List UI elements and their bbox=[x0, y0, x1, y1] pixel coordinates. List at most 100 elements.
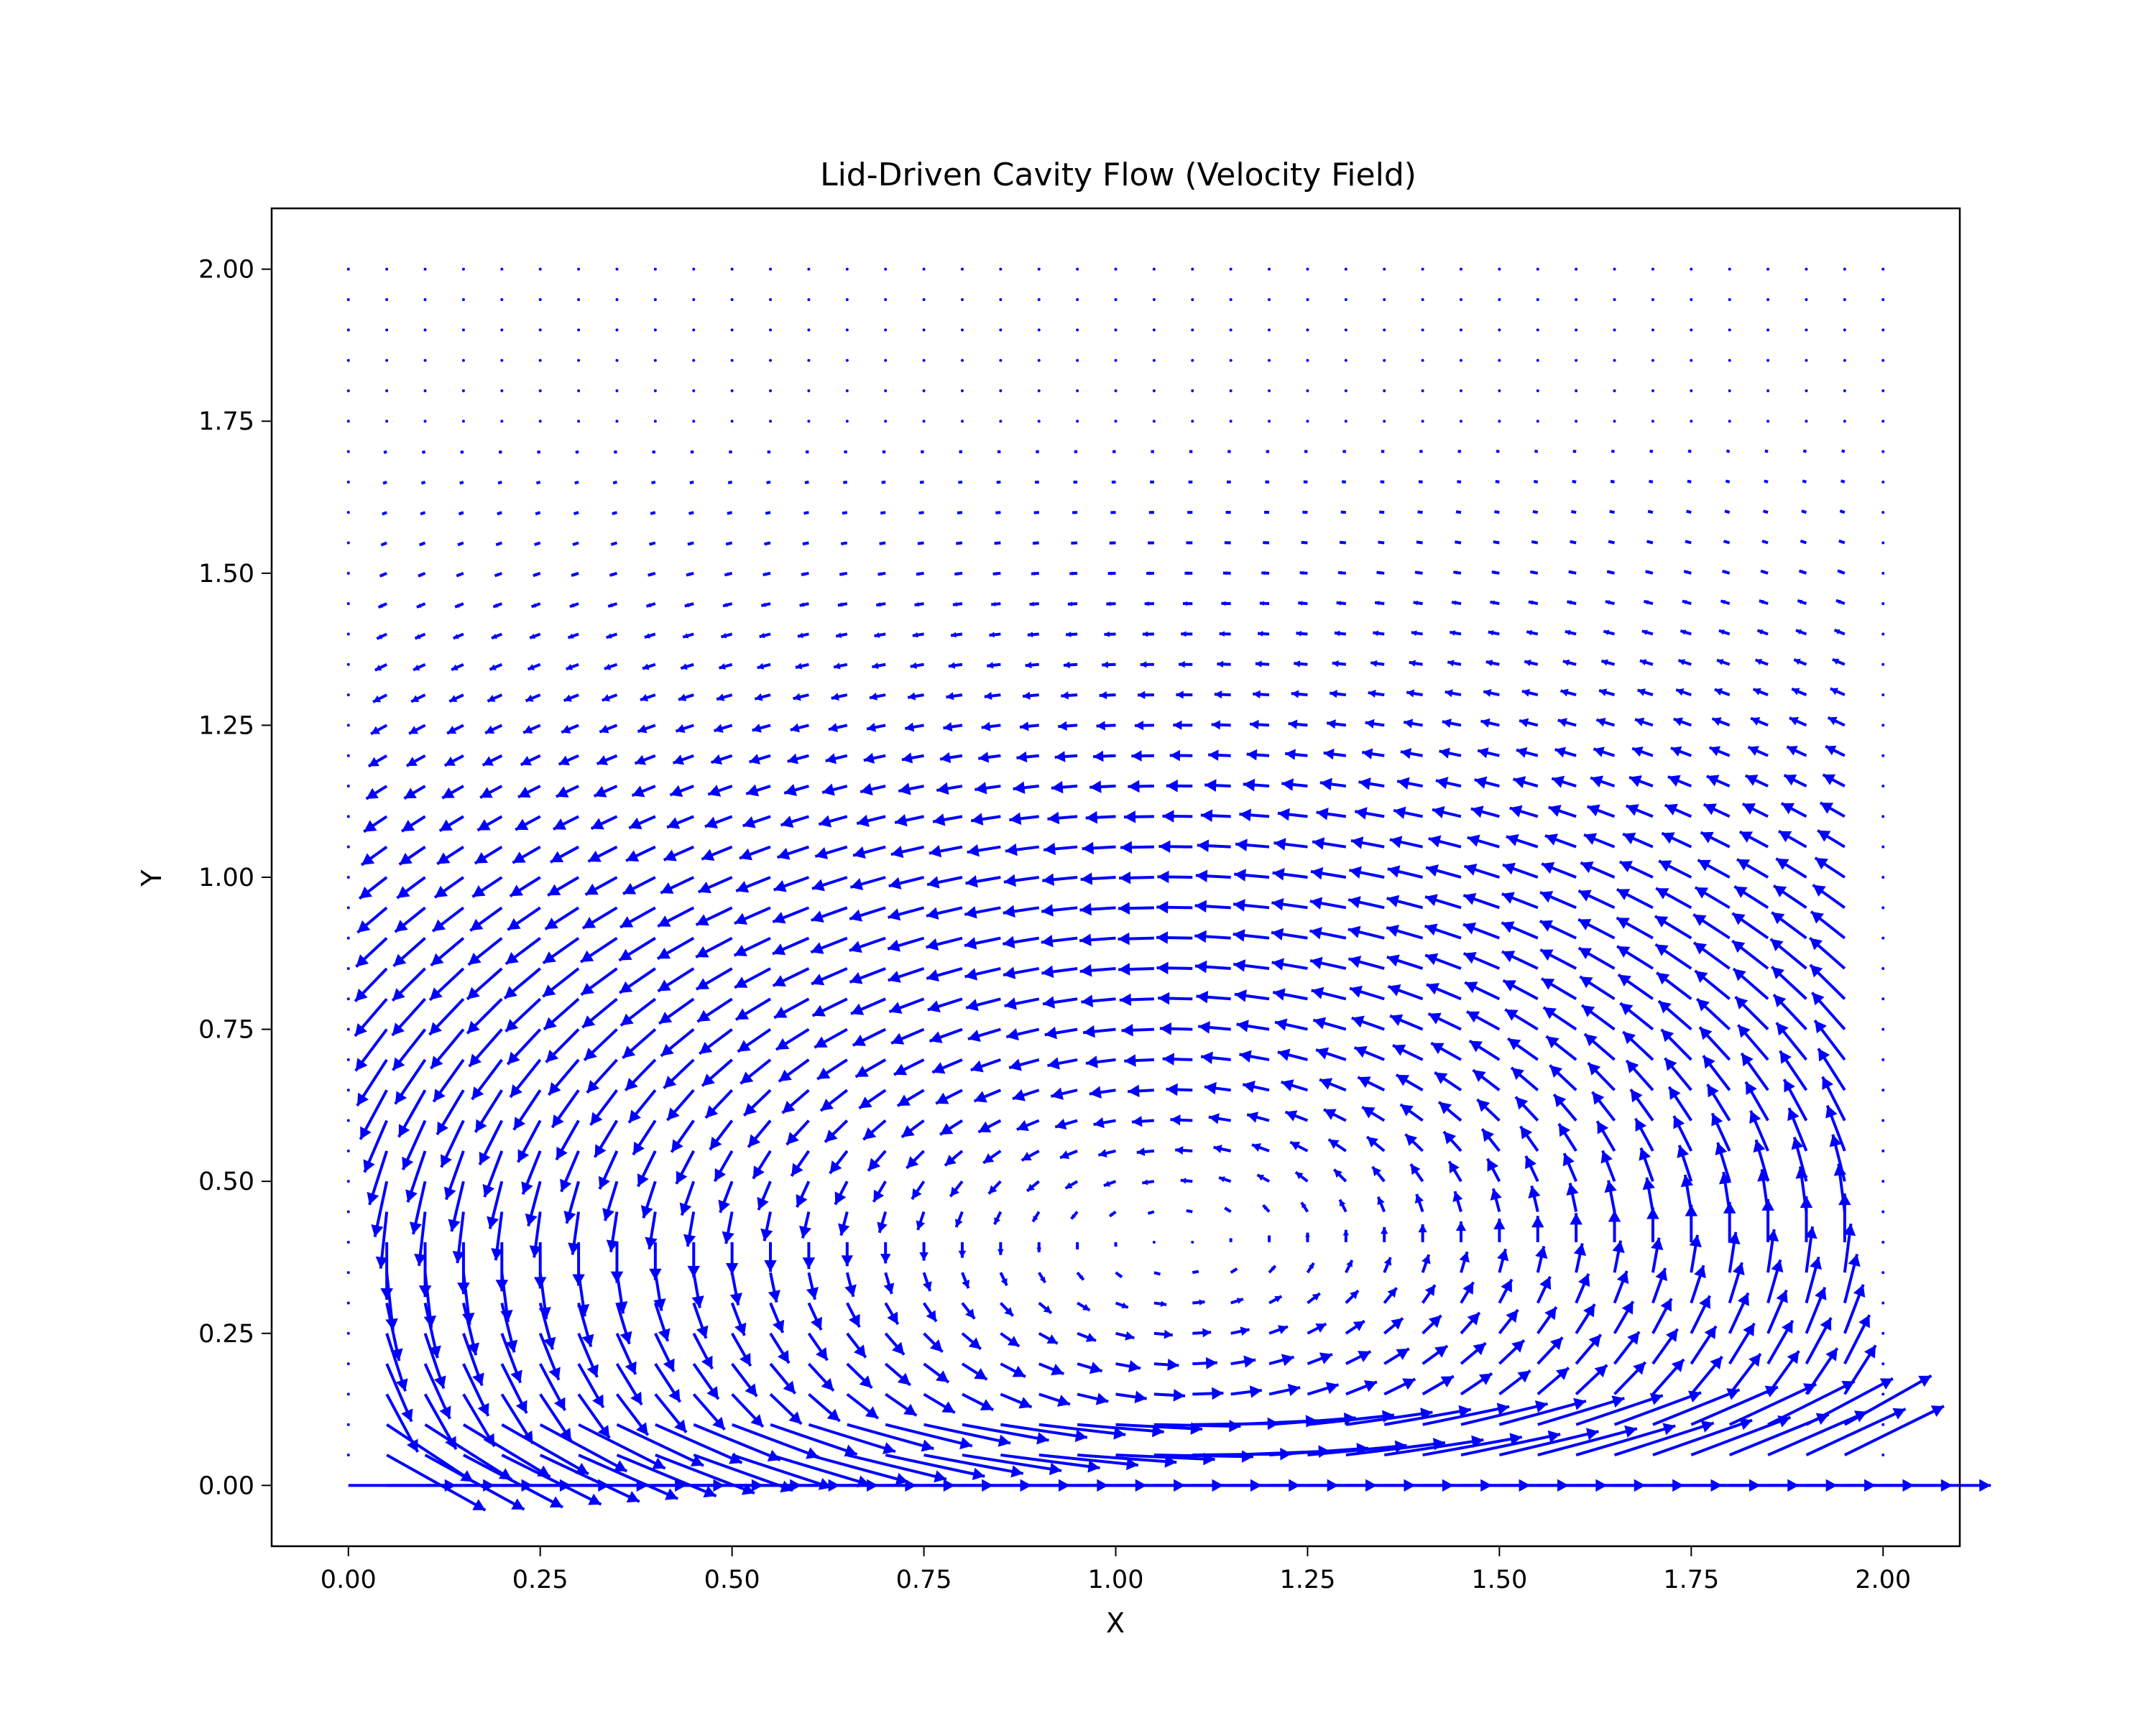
velocity-arrow bbox=[1351, 836, 1384, 849]
velocity-arrow bbox=[1815, 858, 1845, 877]
velocity-arrow bbox=[1404, 719, 1422, 728]
velocity-arrow bbox=[1774, 886, 1806, 908]
velocity-arrow bbox=[1196, 869, 1231, 882]
velocity-arrow bbox=[382, 512, 387, 514]
x-tick-label: 0.75 bbox=[896, 1566, 952, 1594]
velocity-arrow bbox=[1730, 1354, 1761, 1394]
velocity-arrow bbox=[1620, 1003, 1652, 1029]
velocity-arrow bbox=[916, 1212, 926, 1230]
velocity-arrow bbox=[1143, 632, 1154, 637]
velocity-arrow bbox=[460, 482, 464, 484]
velocity-arrow bbox=[1449, 1161, 1461, 1181]
velocity-arrow bbox=[407, 756, 425, 766]
velocity-arrow bbox=[1656, 888, 1691, 907]
velocity-arrow bbox=[1306, 328, 1309, 331]
velocity-arrow bbox=[796, 1181, 809, 1207]
velocity-arrow bbox=[1447, 660, 1461, 666]
velocity-arrow bbox=[1524, 660, 1537, 666]
velocity-arrow bbox=[1828, 717, 1845, 726]
velocity-arrow bbox=[1110, 512, 1115, 514]
velocity-arrow bbox=[1740, 831, 1768, 846]
velocity-arrow bbox=[1307, 1352, 1332, 1364]
velocity-arrow bbox=[467, 999, 502, 1033]
velocity-arrow bbox=[1197, 839, 1231, 852]
velocity-arrow bbox=[347, 268, 350, 271]
velocity-arrow bbox=[962, 1303, 975, 1318]
velocity-arrow bbox=[1073, 481, 1077, 484]
velocity-arrow bbox=[1757, 629, 1768, 634]
velocity-arrow bbox=[1409, 660, 1423, 667]
velocity-arrow bbox=[581, 969, 617, 995]
velocity-arrow bbox=[1480, 719, 1499, 728]
velocity-arrow bbox=[734, 969, 770, 988]
velocity-arrow bbox=[1754, 688, 1769, 696]
velocity-arrow bbox=[888, 969, 924, 983]
velocity-arrow bbox=[539, 359, 542, 362]
velocity-arrow bbox=[685, 603, 694, 607]
velocity-arrow bbox=[1676, 688, 1691, 696]
velocity-arrow bbox=[1116, 1391, 1147, 1403]
velocity-arrow bbox=[757, 1181, 770, 1210]
velocity-arrow bbox=[1230, 1238, 1232, 1242]
velocity-arrow bbox=[1881, 389, 1884, 392]
velocity-arrow bbox=[1691, 1295, 1710, 1333]
velocity-arrow bbox=[849, 969, 885, 984]
velocity-arrow bbox=[1189, 481, 1193, 483]
velocity-arrow bbox=[1456, 511, 1461, 513]
velocity-arrow bbox=[945, 1151, 962, 1165]
velocity-arrow bbox=[1381, 451, 1384, 452]
velocity-arrow bbox=[1756, 659, 1768, 665]
velocity-arrow bbox=[1503, 980, 1538, 999]
velocity-arrow bbox=[1124, 1054, 1154, 1067]
velocity-arrow bbox=[1736, 997, 1768, 1029]
velocity-arrow bbox=[1191, 298, 1194, 301]
velocity-arrow bbox=[807, 389, 810, 392]
velocity-arrow bbox=[1093, 751, 1115, 762]
velocity-arrow bbox=[849, 938, 885, 953]
velocity-arrow bbox=[1312, 837, 1346, 849]
velocity-arrow bbox=[1607, 570, 1614, 574]
velocity-arrow bbox=[1154, 1272, 1161, 1275]
velocity-arrow bbox=[1388, 984, 1422, 999]
velocity-arrow bbox=[1580, 976, 1614, 999]
velocity-arrow bbox=[1730, 1293, 1749, 1333]
velocity-arrow bbox=[985, 692, 1001, 700]
velocity-arrow bbox=[347, 1454, 350, 1456]
velocity-arrow bbox=[1545, 833, 1576, 846]
velocity-arrow bbox=[694, 1394, 724, 1429]
velocity-arrow bbox=[1617, 889, 1653, 907]
velocity-arrow bbox=[1615, 1271, 1629, 1303]
velocity-arrow bbox=[731, 268, 734, 271]
velocity-arrow bbox=[442, 786, 464, 798]
velocity-arrow bbox=[577, 328, 580, 331]
velocity-arrow bbox=[1350, 986, 1384, 999]
velocity-arrow bbox=[506, 938, 540, 964]
velocity-arrow bbox=[1710, 747, 1730, 757]
velocity-arrow bbox=[1629, 775, 1653, 787]
x-axis-label: X bbox=[1106, 1607, 1125, 1639]
velocity-arrow bbox=[770, 1394, 801, 1423]
velocity-arrow bbox=[1764, 481, 1768, 483]
velocity-arrow bbox=[654, 268, 657, 271]
velocity-arrow bbox=[1534, 451, 1537, 452]
velocity-arrow bbox=[659, 999, 694, 1023]
velocity-arrow bbox=[1047, 1057, 1077, 1069]
velocity-arrow bbox=[599, 1151, 617, 1189]
velocity-arrow bbox=[831, 693, 847, 701]
velocity-arrow bbox=[607, 633, 617, 638]
velocity-arrow bbox=[687, 1242, 700, 1277]
velocity-arrow bbox=[1662, 832, 1691, 846]
velocity-arrow bbox=[1066, 1181, 1078, 1188]
velocity-arrow bbox=[1439, 1102, 1461, 1121]
velocity-arrow bbox=[1552, 776, 1576, 788]
velocity-arrow bbox=[1387, 954, 1423, 969]
velocity-arrow bbox=[1307, 1293, 1319, 1303]
velocity-arrow bbox=[999, 268, 1002, 271]
velocity-arrow bbox=[500, 359, 503, 362]
velocity-arrow bbox=[999, 389, 1002, 392]
velocity-arrow bbox=[1470, 1041, 1500, 1060]
velocity-arrow bbox=[1540, 920, 1576, 938]
velocity-arrow bbox=[1132, 1116, 1154, 1127]
velocity-arrow bbox=[1575, 420, 1577, 422]
velocity-arrow bbox=[1465, 981, 1499, 999]
